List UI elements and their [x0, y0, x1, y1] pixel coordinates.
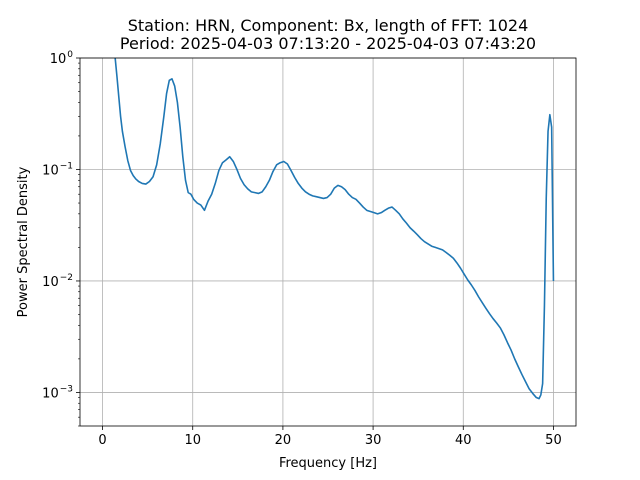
x-tick-label: 10: [184, 433, 201, 448]
y-tick-exponent: −3: [60, 384, 73, 394]
x-tick-label: 50: [545, 433, 562, 448]
plot-frame: [79, 57, 577, 427]
y-tick-base: 10: [50, 52, 67, 67]
y-tick-exponent: 0: [67, 50, 73, 60]
y-tick-exponent: −1: [60, 161, 73, 171]
y-tick-base: 10: [42, 386, 59, 401]
y-tick-exponent: −2: [60, 273, 73, 283]
x-tick-label: 30: [365, 433, 382, 448]
y-tick-label: −210: [42, 273, 73, 290]
x-tick-label: 20: [275, 433, 292, 448]
y-tick-base: 10: [42, 275, 59, 290]
y-tick-label: 010: [50, 50, 74, 67]
psd-line: [114, 58, 555, 400]
chart-title: Station: HRN, Component: Bx, length of F…: [128, 16, 529, 35]
y-axis-label: Power Spectral Density: [16, 166, 31, 317]
y-tick-base: 10: [42, 163, 59, 178]
x-tick-label: 0: [98, 433, 106, 448]
x-axis-ticks: 0 10 20 30 40 50: [98, 426, 562, 448]
chart-subtitle: Period: 2025-04-03 07:13:20 - 2025-04-03…: [120, 34, 536, 53]
x-tick-label: 40: [455, 433, 472, 448]
y-tick-label: −110: [42, 161, 73, 178]
x-axis-label: Frequency [Hz]: [279, 456, 377, 471]
y-tick-label: −310: [42, 384, 73, 401]
